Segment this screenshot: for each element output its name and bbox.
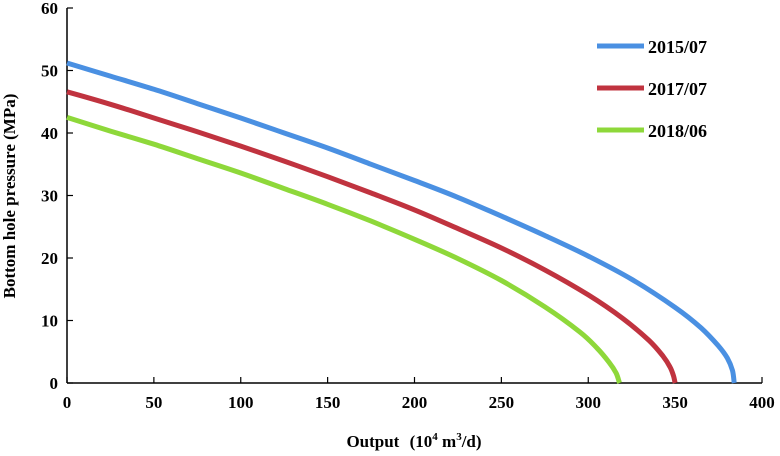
y-tick-label: 60 [41, 0, 58, 18]
x-tick-label: 250 [489, 393, 515, 412]
y-tick-label: 0 [50, 374, 59, 393]
x-tick-label: 300 [576, 393, 602, 412]
x-tick-label: 150 [315, 393, 341, 412]
legend-label: 2018/06 [648, 121, 707, 141]
series-group [66, 60, 737, 384]
y-tick-label: 50 [41, 62, 58, 81]
y-tick-label: 20 [41, 249, 58, 268]
series-line-2015-07 [66, 60, 737, 384]
y-tick-label: 30 [41, 187, 58, 206]
y-tick-label: 40 [41, 124, 58, 143]
x-tick-label: 50 [145, 393, 162, 412]
series-line-2017-07 [66, 89, 678, 384]
x-ticks: 0 50 100 150 200 250 300 350 400 [63, 377, 775, 412]
y-axis-title: Bottom hole pressure (MPa) [0, 94, 19, 299]
x-tick-label: 200 [402, 393, 428, 412]
x-axis-title: Output (104 m3/d) [346, 431, 481, 451]
x-tick-label: 0 [63, 393, 72, 412]
series-line-2018-06 [66, 115, 622, 384]
y-ticks: 0 10 20 30 40 50 60 [41, 0, 73, 393]
legend-label: 2017/07 [648, 79, 707, 99]
x-tick-label: 400 [749, 393, 775, 412]
legend: 2015/07 2017/07 2018/06 [597, 37, 707, 141]
x-tick-label: 350 [662, 393, 688, 412]
x-tick-label: 100 [228, 393, 254, 412]
y-tick-label: 10 [41, 312, 58, 331]
legend-label: 2015/07 [648, 37, 707, 57]
